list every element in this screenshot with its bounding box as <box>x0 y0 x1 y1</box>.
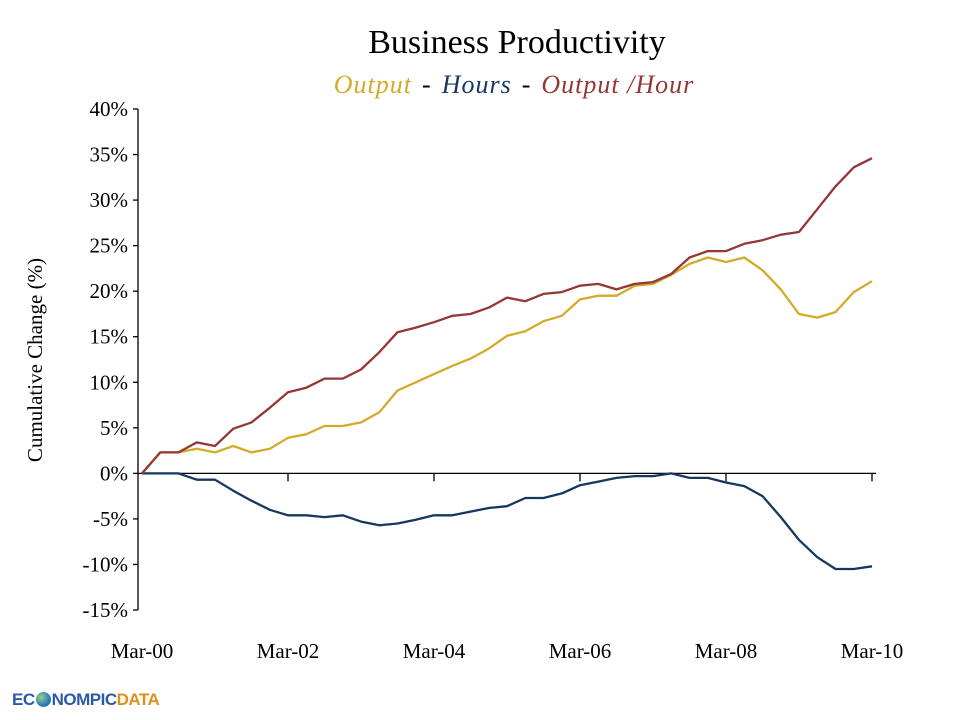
x-tick-label: Mar-00 <box>111 639 174 663</box>
y-tick-label: 20% <box>90 279 129 303</box>
logo-text: EC <box>12 690 35 709</box>
logo-text: NOMPIC <box>51 690 118 709</box>
x-tick-label: Mar-02 <box>257 639 320 663</box>
economicdata-logo: EC NOMPICDATA <box>12 690 160 710</box>
x-tick-label: Mar-04 <box>403 639 466 663</box>
y-tick-label: -15% <box>83 598 129 622</box>
x-tick-label: Mar-06 <box>549 639 612 663</box>
y-axis-label: Cumulative Change (%) <box>23 258 47 462</box>
y-tick-label: 35% <box>90 143 129 167</box>
y-tick-label: 0% <box>100 461 128 485</box>
y-tick-label: 25% <box>90 234 129 258</box>
legend: Output - Hours - Output /Hour <box>0 70 960 100</box>
legend-output: Output <box>333 70 413 99</box>
legend-hours: Hours <box>441 70 512 99</box>
series-line-hours <box>142 472 873 571</box>
legend-separator: - <box>521 70 532 99</box>
chart-title: Business Productivity <box>368 24 666 61</box>
y-tick-label: -10% <box>83 552 129 576</box>
y-tick-label: 30% <box>90 188 129 212</box>
y-tick-label: 10% <box>90 370 129 394</box>
y-tick-label: -5% <box>93 507 128 531</box>
y-tick-label: 40% <box>90 97 129 121</box>
series-line-output <box>141 256 873 475</box>
series-line-output-hour <box>141 157 873 475</box>
x-tick-label: Mar-08 <box>695 639 758 663</box>
legend-separator: - <box>422 70 432 99</box>
y-tick-label: 5% <box>100 416 128 440</box>
x-tick-label: Mar-10 <box>841 639 904 663</box>
legend-output-per-hour: Output /Hour <box>541 70 695 99</box>
y-tick-label: 15% <box>90 325 129 349</box>
globe-icon <box>35 692 51 707</box>
logo-text: DATA <box>116 690 160 709</box>
